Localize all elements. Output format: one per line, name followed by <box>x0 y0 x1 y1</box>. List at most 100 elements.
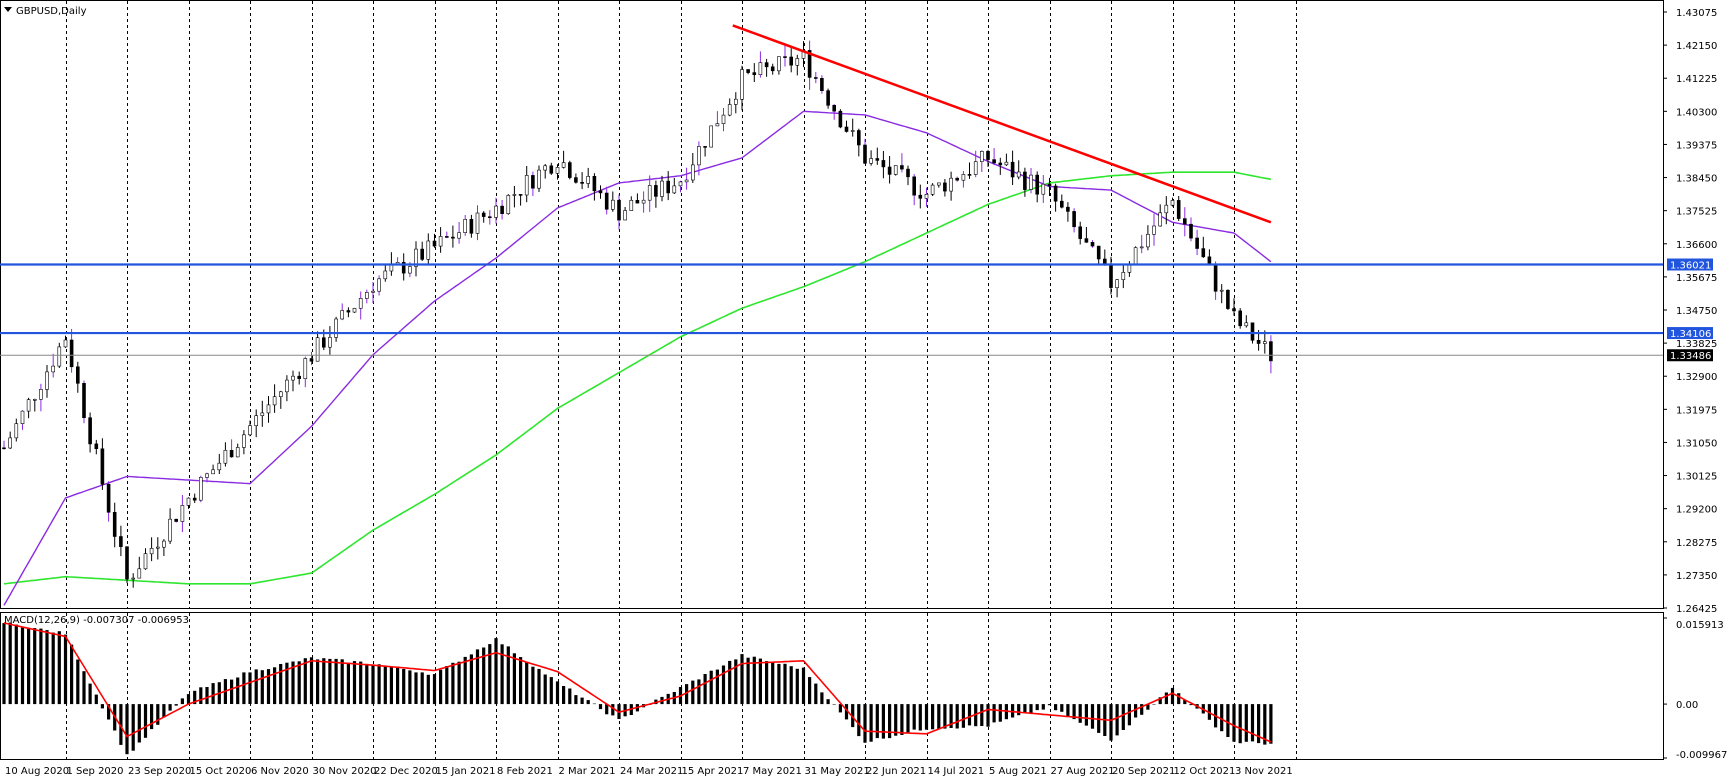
macd-bar <box>107 704 111 720</box>
candle-body <box>869 158 873 164</box>
macd-bar <box>721 665 726 705</box>
macd-bar <box>396 666 400 705</box>
candle-body <box>1072 211 1076 228</box>
candle-body <box>364 292 369 299</box>
macd-tick-label: 0.00 <box>1676 700 1698 711</box>
candle-body <box>1158 212 1162 227</box>
macd-bar <box>242 672 246 705</box>
macd-bar <box>408 670 412 704</box>
macd-bar <box>992 704 996 723</box>
candle-body <box>254 415 258 427</box>
level-price-label: 1.34106 <box>1670 329 1711 340</box>
candle-body <box>444 236 449 238</box>
candle-body <box>1004 161 1009 166</box>
macd-bar <box>439 669 443 705</box>
main-chart-frame <box>0 0 1664 609</box>
candle-body <box>432 240 437 247</box>
macd-bar <box>389 666 393 705</box>
macd-bar <box>801 667 806 704</box>
candle-body <box>709 125 714 148</box>
dropdown-triangle-icon[interactable] <box>4 7 12 12</box>
macd-bar <box>1238 704 1242 744</box>
candle-body <box>1269 341 1273 362</box>
candle-body <box>401 261 406 274</box>
candle-body <box>660 180 664 197</box>
macd-bar <box>100 704 104 709</box>
macd-bar <box>1078 704 1082 723</box>
macd-bar <box>137 704 141 743</box>
candle-body <box>143 553 148 570</box>
date-label: 22 Dec 2020 <box>374 766 438 777</box>
macd-bar <box>377 664 381 705</box>
price-axis: 1.43075 1.42150 1.41225 1.40300 1.39375 1.384… <box>1663 8 1717 615</box>
date-label: 31 May 2021 <box>805 766 870 777</box>
resistance-trendline[interactable] <box>732 24 1272 224</box>
candle-body <box>205 473 209 478</box>
candle-body <box>487 216 492 218</box>
candle-body <box>758 62 763 75</box>
price-tick-label: 1.40300 <box>1676 107 1717 118</box>
candle-body <box>125 546 129 580</box>
candle-body <box>131 577 135 580</box>
candle-body <box>278 391 283 397</box>
macd-bar <box>857 704 861 737</box>
macd-bar <box>562 686 566 704</box>
candle-body <box>893 165 898 175</box>
candle-body <box>623 210 627 221</box>
macd-bar <box>156 704 160 725</box>
candle-body <box>992 159 996 164</box>
candle-body <box>555 167 560 174</box>
candle-body <box>1060 200 1064 208</box>
current-price-badge <box>1667 349 1713 362</box>
macd-bar <box>611 704 615 716</box>
macd-bar <box>1060 704 1064 712</box>
macd-bar <box>1170 687 1175 705</box>
candle-body <box>770 66 775 72</box>
macd-bar <box>986 704 990 727</box>
macd-bar <box>1158 697 1162 705</box>
candle-body <box>168 518 172 542</box>
date-label: 30 Nov 2020 <box>313 766 377 777</box>
candle-body <box>1041 183 1046 195</box>
macd-bar <box>125 704 129 755</box>
price-tick-label: 1.29200 <box>1676 505 1717 516</box>
candle-body <box>672 185 677 194</box>
macd-bar <box>33 628 37 705</box>
macd-bar <box>820 692 824 705</box>
macd-bar <box>709 670 713 705</box>
macd-bar <box>230 679 234 704</box>
macd-bar <box>863 704 867 743</box>
macd-bar <box>291 661 295 705</box>
macd-bar <box>260 670 264 705</box>
candle-body <box>647 185 652 201</box>
macd-bar <box>1011 704 1015 718</box>
macd-bar <box>758 658 762 705</box>
price-tick-label: 1.37525 <box>1676 207 1717 218</box>
candle-body <box>543 165 548 171</box>
macd-bar <box>549 677 553 705</box>
candle-body <box>537 169 541 189</box>
candle-body <box>494 205 498 218</box>
candle-body <box>506 195 511 214</box>
candle-body <box>1115 279 1119 289</box>
candle-body <box>426 240 431 260</box>
macd-bar <box>1115 704 1119 736</box>
candle-body <box>930 184 935 195</box>
macd-bar <box>500 644 504 705</box>
candle-body <box>733 98 738 105</box>
macd-bar <box>980 704 984 726</box>
macd-histogram <box>2 622 1273 755</box>
candle-body <box>629 200 634 211</box>
candle-body <box>174 518 178 522</box>
macd-bar <box>70 644 74 705</box>
candle-body <box>1010 161 1015 178</box>
macd-bar <box>303 658 307 705</box>
date-label: 2 Mar 2021 <box>559 766 616 777</box>
symbol-title-group: GBPUSD,Daily <box>4 6 87 17</box>
candle-body <box>610 199 615 210</box>
candle-body <box>1219 289 1224 292</box>
macd-bar <box>180 698 184 705</box>
macd-bar <box>1072 704 1076 720</box>
trendline <box>732 24 1272 224</box>
candle-body <box>586 176 591 184</box>
